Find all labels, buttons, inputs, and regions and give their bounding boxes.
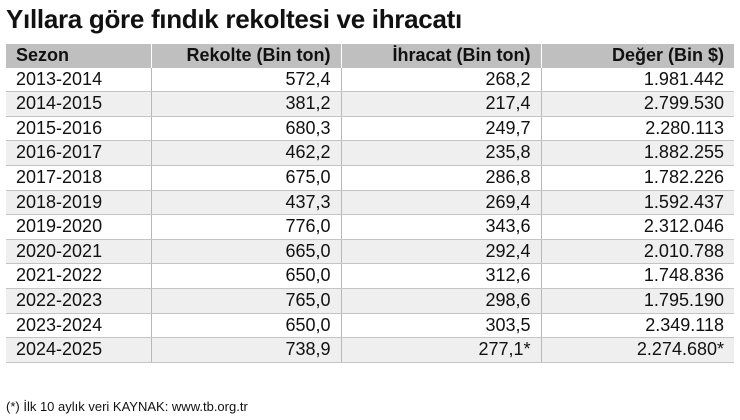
table-row: 2016-2017 462,2 235,8 1.882.255 <box>6 140 734 166</box>
table-row: 2023-2024 650,0 303,5 2.349.118 <box>6 313 734 339</box>
cell-sezon: 2018-2019 <box>6 190 152 216</box>
cell-rekolte: 675,0 <box>151 165 342 191</box>
footnote: (*) İlk 10 aylık veri KAYNAK: www.tb.org… <box>6 399 248 414</box>
cell-ihracat: 298,6 <box>341 288 542 314</box>
cell-sezon: 2014-2015 <box>6 91 152 117</box>
header-sezon: Sezon <box>6 44 152 68</box>
header-ihracat: İhracat (Bin ton) <box>341 44 542 68</box>
cell-sezon: 2021-2022 <box>6 263 152 289</box>
hazelnut-table: Sezon Rekolte (Bin ton) İhracat (Bin ton… <box>6 44 734 363</box>
cell-ihracat: 235,8 <box>341 140 542 166</box>
cell-sezon: 2017-2018 <box>6 165 152 191</box>
data-table: Sezon Rekolte (Bin ton) İhracat (Bin ton… <box>6 44 734 363</box>
table-row: 2022-2023 765,0 298,6 1.795.190 <box>6 288 734 314</box>
cell-rekolte: 765,0 <box>151 288 342 314</box>
table-row: 2021-2022 650,0 312,6 1.748.836 <box>6 263 734 289</box>
cell-ihracat: 312,6 <box>341 263 542 289</box>
cell-sezon: 2019-2020 <box>6 214 152 240</box>
table-body: 2013-2014 572,4 268,2 1.981.442 2014-2015 381… <box>6 67 734 363</box>
cell-sezon: 2015-2016 <box>6 116 152 142</box>
table-row: 2018-2019 437,3 269,4 1.592.437 <box>6 190 734 216</box>
cell-rekolte: 650,0 <box>151 263 342 289</box>
cell-ihracat: 303,5 <box>341 313 542 339</box>
table-title: Yıllara göre fındık rekoltesi ve ihracat… <box>6 4 462 34</box>
cell-ihracat: 277,1* <box>341 337 542 363</box>
table-row: 2020-2021 665,0 292,4 2.010.788 <box>6 239 734 265</box>
cell-deger: 1.981.442 <box>541 67 734 93</box>
cell-deger: 2.010.788 <box>541 239 734 265</box>
cell-sezon: 2016-2017 <box>6 140 152 166</box>
table-row: 2019-2020 776,0 343,6 2.312.046 <box>6 214 734 240</box>
cell-rekolte: 738,9 <box>151 337 342 363</box>
cell-sezon: 2023-2024 <box>6 313 152 339</box>
cell-ihracat: 286,8 <box>341 165 542 191</box>
table-row: 2013-2014 572,4 268,2 1.981.442 <box>6 67 734 93</box>
cell-ihracat: 343,6 <box>341 214 542 240</box>
header-deger: Değer (Bin $) <box>541 44 734 68</box>
cell-rekolte: 680,3 <box>151 116 342 142</box>
cell-ihracat: 269,4 <box>341 190 542 216</box>
table-row: 2024-2025 738,9 277,1* 2.274.680* <box>6 337 734 363</box>
cell-deger: 2.349.118 <box>541 313 734 339</box>
cell-deger: 2.312.046 <box>541 214 734 240</box>
cell-rekolte: 381,2 <box>151 91 342 117</box>
table-row: 2015-2016 680,3 249,7 2.280.113 <box>6 116 734 142</box>
cell-deger: 2.799.530 <box>541 91 734 117</box>
cell-deger: 2.280.113 <box>541 116 734 142</box>
cell-rekolte: 437,3 <box>151 190 342 216</box>
cell-deger: 1.592.437 <box>541 190 734 216</box>
cell-sezon: 2013-2014 <box>6 67 152 93</box>
cell-rekolte: 462,2 <box>151 140 342 166</box>
table-row: 2014-2015 381,2 217,4 2.799.530 <box>6 91 734 117</box>
cell-deger: 1.782.226 <box>541 165 734 191</box>
cell-deger: 1.748.836 <box>541 263 734 289</box>
cell-rekolte: 650,0 <box>151 313 342 339</box>
header-rekolte: Rekolte (Bin ton) <box>151 44 342 68</box>
table-row: 2017-2018 675,0 286,8 1.782.226 <box>6 165 734 191</box>
cell-sezon: 2024-2025 <box>6 337 152 363</box>
cell-rekolte: 665,0 <box>151 239 342 265</box>
cell-ihracat: 249,7 <box>341 116 542 142</box>
cell-deger: 1.795.190 <box>541 288 734 314</box>
cell-ihracat: 268,2 <box>341 67 542 93</box>
header-row: Sezon Rekolte (Bin ton) İhracat (Bin ton… <box>6 44 734 68</box>
cell-rekolte: 572,4 <box>151 67 342 93</box>
cell-ihracat: 217,4 <box>341 91 542 117</box>
cell-ihracat: 292,4 <box>341 239 542 265</box>
cell-rekolte: 776,0 <box>151 214 342 240</box>
cell-sezon: 2022-2023 <box>6 288 152 314</box>
cell-deger: 1.882.255 <box>541 140 734 166</box>
cell-deger: 2.274.680* <box>541 337 734 363</box>
cell-sezon: 2020-2021 <box>6 239 152 265</box>
